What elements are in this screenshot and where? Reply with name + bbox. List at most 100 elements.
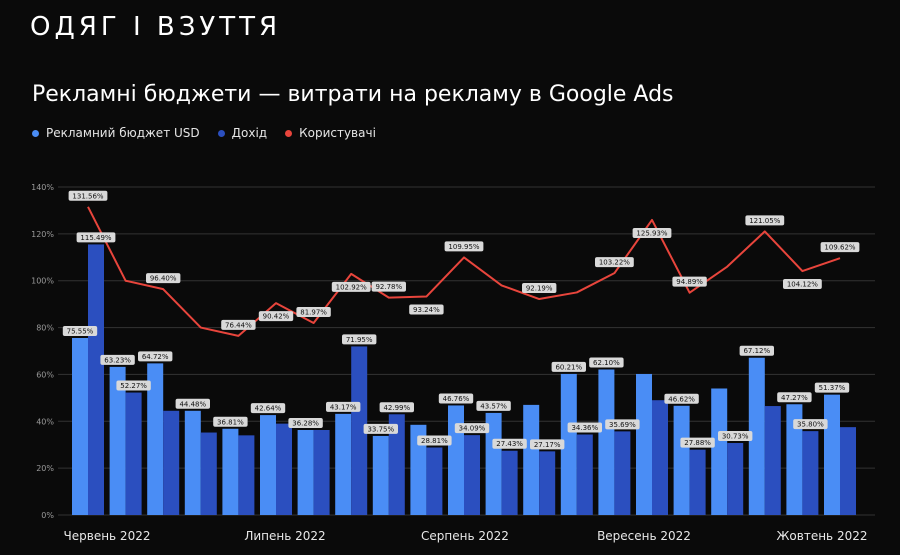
data-label-text: 30.73%	[722, 433, 749, 441]
x-tick-label: Вересень 2022	[597, 529, 691, 543]
data-label-text: 121.05%	[749, 217, 780, 225]
budget-bar	[72, 337, 88, 515]
data-label-bg	[76, 232, 116, 243]
data-label-bg	[146, 273, 181, 284]
budget-bar	[109, 366, 126, 515]
revenue-bar	[426, 447, 443, 515]
budget-bar	[335, 413, 352, 515]
budget-bar	[786, 404, 803, 515]
data-label: 71.95%	[342, 334, 377, 345]
data-label-text: 35.80%	[797, 421, 824, 429]
y-tick-label: 80%	[36, 324, 54, 333]
legend-dot-revenue	[217, 129, 225, 137]
data-label-text: 96.40%	[150, 275, 177, 283]
data-label-text: 102.92%	[336, 283, 367, 291]
data-label-bg	[62, 325, 98, 336]
data-label-bg	[589, 357, 624, 368]
budget-bar	[410, 424, 427, 515]
legend-item-budget[interactable]: Рекламний бюджет USD	[32, 126, 200, 140]
data-label-bg	[672, 276, 707, 287]
budget-bar	[184, 410, 201, 515]
data-label-text: 104.12%	[787, 281, 818, 289]
data-label-text: 27.88%	[684, 439, 711, 447]
data-label-bg	[530, 439, 565, 450]
y-tick-label: 100%	[31, 277, 54, 286]
budget-bar	[711, 388, 728, 515]
legend-label-budget: Рекламний бюджет USD	[46, 126, 200, 140]
data-label-bg	[221, 319, 256, 330]
y-tick-label: 60%	[36, 370, 54, 379]
budget-bar	[147, 363, 164, 515]
y-tick-label: 0%	[41, 511, 54, 520]
data-label: 131.56%	[68, 190, 108, 201]
data-label: 36.28%	[288, 418, 323, 429]
data-label-bg	[444, 241, 484, 252]
data-label-bg	[820, 242, 860, 253]
data-label-bg	[783, 279, 822, 290]
y-tick-label: 120%	[31, 230, 54, 239]
data-label: 47.27%	[777, 392, 812, 403]
revenue-bar	[727, 443, 744, 515]
revenue-bar	[88, 244, 104, 515]
data-label-text: 93.24%	[413, 306, 440, 314]
data-label-bg	[175, 398, 210, 409]
revenue-bar	[802, 431, 819, 515]
data-label-text: 36.81%	[217, 418, 244, 426]
data-label: 76.44%	[221, 319, 256, 330]
data-label-text: 76.44%	[225, 321, 252, 329]
data-label-text: 64.72%	[142, 353, 169, 361]
legend-dot-budget	[32, 129, 39, 137]
data-label-text: 109.62%	[824, 244, 855, 252]
legend-dot-users	[285, 129, 293, 137]
data-label: 67.12%	[739, 345, 774, 356]
legend-label-revenue: Дохід	[231, 126, 268, 140]
data-label-bg	[371, 281, 406, 292]
data-label-bg	[138, 351, 173, 362]
data-label-bg	[664, 393, 699, 404]
users-line	[87, 206, 841, 337]
data-label-text: 62.10%	[593, 359, 620, 367]
data-label-bg	[814, 382, 850, 393]
data-label: 33.75%	[363, 423, 398, 434]
data-label: 28.81%	[417, 435, 452, 446]
budget-bar	[297, 430, 314, 515]
data-label: 43.17%	[326, 401, 361, 412]
data-label-text: 115.49%	[80, 234, 111, 242]
data-label: 64.72%	[138, 351, 173, 362]
data-label-text: 92.19%	[526, 285, 553, 293]
data-label-bg	[454, 423, 490, 434]
data-label-text: 94.89%	[676, 278, 703, 286]
data-label-bg	[438, 393, 474, 404]
data-label-bg	[522, 283, 557, 294]
legend: Рекламний бюджет USD Дохід Користувачі	[32, 126, 376, 140]
data-label: 62.10%	[589, 357, 624, 368]
revenue-bar	[652, 400, 668, 515]
data-label-bg	[213, 416, 248, 427]
revenue-bar	[464, 435, 480, 515]
revenue-bar	[125, 392, 142, 515]
data-label-bg	[739, 345, 774, 356]
data-label-text: 33.75%	[367, 425, 394, 433]
data-label-text: 71.95%	[346, 336, 373, 344]
data-label: 42.64%	[250, 403, 286, 414]
data-label: 92.78%	[371, 281, 406, 292]
data-label: 109.62%	[820, 242, 860, 253]
legend-item-revenue[interactable]: Дохід	[217, 126, 268, 140]
revenue-bar	[764, 406, 781, 515]
legend-item-users[interactable]: Користувачі	[285, 126, 376, 140]
data-label: 43.57%	[476, 400, 511, 411]
budget-bar	[748, 357, 765, 515]
x-tick-label: Жовтень 2022	[777, 529, 868, 543]
budget-bar	[485, 412, 502, 515]
data-label-text: 28.81%	[421, 437, 448, 445]
data-label: 46.62%	[664, 393, 699, 404]
x-tick-label: Липень 2022	[244, 529, 325, 543]
revenue-bar	[614, 431, 631, 515]
data-label: 90.42%	[258, 311, 294, 322]
data-label-bg	[605, 419, 640, 430]
data-label: 92.19%	[522, 283, 557, 294]
data-label-bg	[409, 304, 444, 315]
data-label-text: 47.27%	[781, 394, 808, 402]
budget-bar	[372, 435, 389, 515]
data-label: 109.95%	[444, 241, 484, 252]
